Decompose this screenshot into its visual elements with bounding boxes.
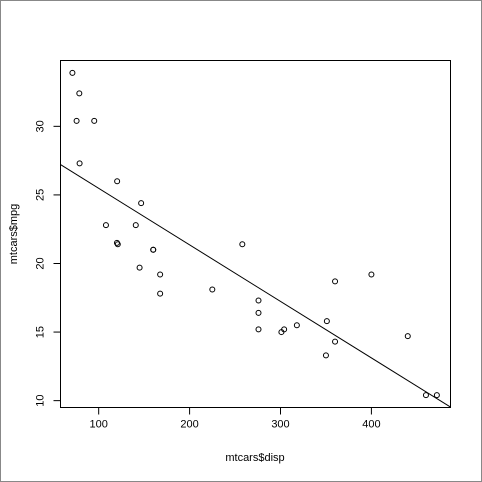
point	[368, 271, 375, 278]
point	[157, 290, 164, 297]
point	[69, 69, 76, 76]
point	[239, 241, 246, 248]
x-tick-label: 400	[362, 418, 380, 430]
point	[157, 271, 164, 278]
x-tick-label: 200	[180, 418, 198, 430]
point	[332, 278, 339, 285]
point	[150, 246, 157, 253]
point	[76, 160, 83, 167]
x-tick-label: 100	[90, 418, 108, 430]
point	[138, 200, 145, 207]
point	[209, 286, 216, 293]
point	[136, 264, 143, 271]
y-tick-label: 15	[34, 326, 46, 338]
fit-line	[60, 164, 451, 408]
y-tick-label: 20	[34, 257, 46, 269]
point	[278, 329, 285, 336]
point	[433, 392, 440, 399]
point	[73, 117, 80, 124]
y-tick-label: 10	[34, 395, 46, 407]
x-axis-label: mtcars$disp	[225, 452, 284, 464]
point	[332, 338, 339, 345]
point	[76, 90, 83, 97]
y-axis-label: mtcars$mpg	[8, 204, 20, 265]
x-tick-label: 300	[271, 418, 289, 430]
point	[293, 322, 300, 329]
y-tick-label: 30	[34, 120, 46, 132]
point	[255, 326, 262, 333]
y-tick-label: 25	[34, 189, 46, 201]
point	[91, 117, 98, 124]
point	[132, 222, 139, 229]
point	[102, 222, 109, 229]
point	[114, 178, 121, 185]
point	[404, 333, 411, 340]
point	[255, 309, 262, 316]
point	[322, 352, 329, 359]
point	[323, 318, 330, 325]
point	[255, 297, 262, 304]
point	[114, 241, 121, 248]
point	[422, 392, 429, 399]
